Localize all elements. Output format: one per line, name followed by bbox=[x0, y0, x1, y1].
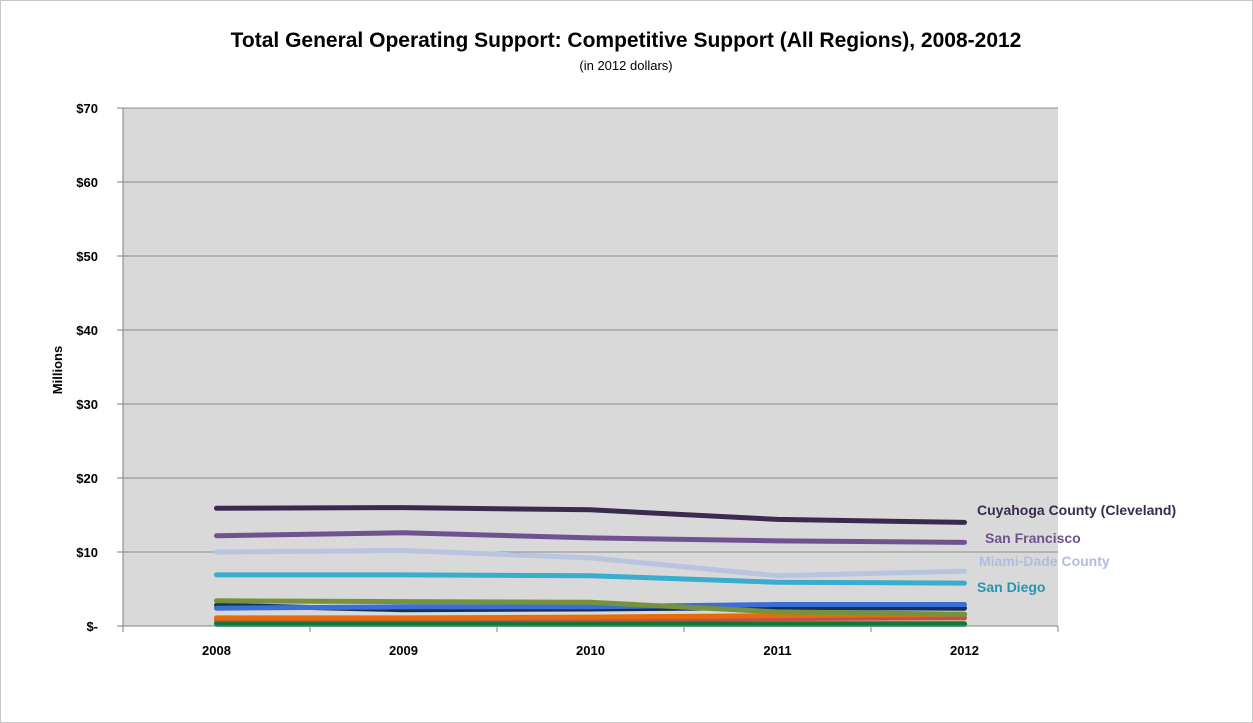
series-line-unlabeled bbox=[214, 620, 967, 627]
series-line-miami-dade-county bbox=[214, 548, 967, 579]
chart-subtitle: (in 2012 dollars) bbox=[579, 58, 672, 73]
series-line-san-diego bbox=[214, 572, 967, 586]
y-tick-label: $20 bbox=[76, 471, 98, 486]
y-tick-label: $50 bbox=[76, 249, 98, 264]
series-label: San Diego bbox=[977, 579, 1045, 595]
y-tick-label: $70 bbox=[76, 101, 98, 116]
series-line-san-francisco bbox=[214, 530, 967, 545]
x-tick-label: 2009 bbox=[389, 643, 418, 658]
y-tick-label: $60 bbox=[76, 175, 98, 190]
y-tick-label: $40 bbox=[76, 323, 98, 338]
x-tick-label: 2011 bbox=[763, 643, 791, 658]
y-axis-label: Millions bbox=[50, 346, 65, 394]
series-line-unlabeled bbox=[214, 602, 967, 611]
series-label: Miami-Dade County bbox=[979, 553, 1110, 569]
x-tick-label: 2008 bbox=[202, 643, 231, 658]
chart-title: Total General Operating Support: Competi… bbox=[231, 29, 1022, 52]
series-label: San Francisco bbox=[985, 530, 1081, 546]
series-label: Cuyahoga County (Cleveland) bbox=[977, 502, 1176, 518]
x-tick-label: 2012 bbox=[950, 643, 979, 658]
y-tick-label: $10 bbox=[76, 545, 98, 560]
series-line-unlabeled bbox=[214, 598, 967, 617]
y-tick-label: $30 bbox=[76, 397, 98, 412]
x-tick-label: 2010 bbox=[576, 643, 605, 658]
series-line-cuyahoga-county-cleveland bbox=[214, 505, 967, 525]
plot-area bbox=[123, 108, 1058, 626]
y-tick-label: $- bbox=[86, 619, 98, 634]
